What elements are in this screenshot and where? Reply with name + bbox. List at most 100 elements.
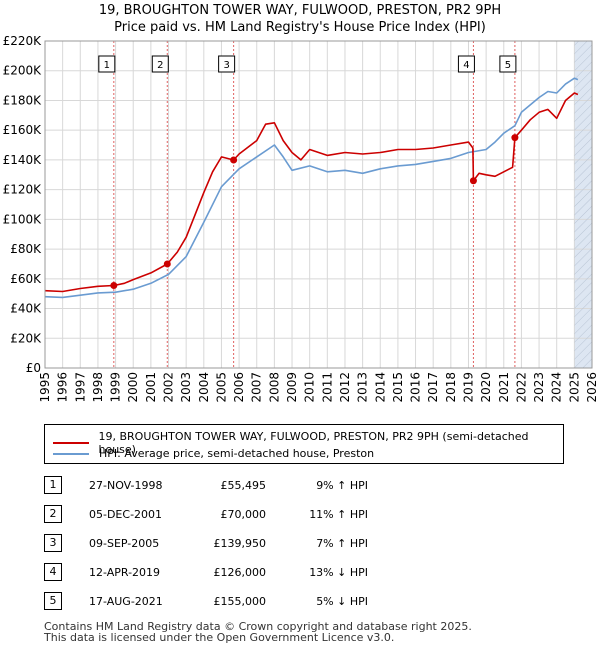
sale-date: 09-SEP-2005: [89, 537, 160, 550]
y-tick-label: £0: [26, 361, 41, 375]
sale-hpi-diff: 9% ↑ HPI: [316, 479, 368, 492]
sale-row: 3 09-SEP-2005 £139,950 7% ↑ HPI: [44, 534, 564, 554]
legend: 19, BROUGHTON TOWER WAY, FULWOOD, PRESTO…: [44, 424, 564, 464]
y-tick-label: £120K: [3, 183, 43, 197]
sale-hpi-diff: 11% ↑ HPI: [309, 508, 368, 521]
x-tick-label: 2011: [320, 372, 334, 403]
title-line-1: 19, BROUGHTON TOWER WAY, FULWOOD, PRESTO…: [98, 3, 502, 18]
title-line-2: Price paid vs. HM Land Registry's House …: [114, 20, 486, 35]
footer-line-1: Contains HM Land Registry data © Crown c…: [44, 620, 472, 633]
sale-number-badge: 2: [44, 505, 62, 523]
sale-price: £155,000: [213, 595, 267, 608]
x-tick-label: 2002: [162, 372, 176, 403]
legend-item-hpi: HPI: Average price, semi-detached house,…: [53, 447, 374, 460]
x-tick-label: 2005: [214, 372, 228, 403]
y-tick-label: £180K: [3, 93, 43, 107]
x-tick-label: 2020: [479, 372, 493, 403]
y-tick-label: £40K: [10, 302, 42, 316]
x-tick-label: 2023: [532, 372, 546, 403]
footer-line-2: This data is licensed under the Open Gov…: [44, 631, 395, 644]
x-tick-label: 2000: [126, 372, 140, 403]
x-tick-label: 2019: [461, 372, 475, 403]
sale-price: £55,495: [220, 479, 267, 492]
sale-number-badge: 1: [44, 476, 62, 494]
y-tick-label: £140K: [3, 153, 43, 167]
hpi-line: [44, 77, 579, 299]
x-tick-label: 2008: [267, 372, 281, 403]
sale-date: 12-APR-2019: [89, 566, 161, 579]
x-tick-label: 2012: [338, 372, 352, 403]
sale-marker-label: 1: [104, 60, 110, 71]
y-tick-label: £220K: [3, 34, 43, 48]
sale-price: £126,000: [213, 566, 267, 579]
chart-title: 19, BROUGHTON TOWER WAY, FULWOOD, PRESTO…: [0, 2, 600, 36]
sale-marker-box: [151, 55, 169, 73]
property-price-line: [44, 92, 579, 293]
sale-marker-label: 3: [223, 60, 229, 71]
sale-marker-box: [499, 55, 517, 73]
sale-point: [230, 156, 238, 164]
x-tick-label: 2004: [197, 372, 211, 403]
x-tick-label: 2017: [426, 372, 440, 403]
y-tick-label: £60K: [10, 272, 42, 286]
sale-hpi-diff: 5% ↓ HPI: [316, 595, 368, 608]
sale-marker-box: [457, 55, 475, 73]
x-tick-label: 2015: [391, 372, 405, 403]
footer: Contains HM Land Registry data © Crown c…: [44, 621, 472, 643]
x-tick-label: 2001: [144, 372, 158, 403]
sale-marker-box: [98, 55, 116, 73]
x-tick-label: 2013: [356, 372, 370, 403]
sale-marker-box: [218, 55, 236, 73]
y-tick-label: £200K: [3, 64, 43, 78]
x-tick-label: 2022: [514, 372, 528, 403]
x-tick-label: 2009: [285, 372, 299, 403]
x-tick-label: 1997: [73, 372, 87, 403]
sale-point: [163, 260, 171, 268]
x-tick-label: 2014: [373, 372, 387, 403]
y-tick-label: £160K: [3, 123, 43, 137]
x-tick-label: 2007: [250, 372, 264, 403]
x-tick-label: 2003: [179, 372, 193, 403]
x-tick-label: 2024: [550, 372, 564, 403]
sale-row: 2 05-DEC-2001 £70,000 11% ↑ HPI: [44, 505, 564, 525]
x-tick-label: 1996: [56, 372, 70, 403]
x-tick-label: 1999: [109, 372, 123, 403]
future-band-hatch: [574, 41, 592, 368]
sale-number-badge: 4: [44, 563, 62, 581]
legend-label-property: 19, BROUGHTON TOWER WAY, FULWOOD, PRESTO…: [98, 430, 529, 456]
x-tick-label: 1995: [38, 372, 52, 403]
sale-date: 27-NOV-1998: [89, 479, 163, 492]
sale-marker-label: 2: [157, 60, 163, 71]
x-tick-label: 1998: [91, 372, 105, 403]
plot-border: [44, 40, 593, 369]
x-tick-label: 2021: [497, 372, 511, 403]
sale-point: [110, 282, 118, 290]
y-tick-label: £80K: [10, 242, 42, 256]
sale-price: £70,000: [220, 508, 267, 521]
legend-label-hpi: HPI: Average price, semi-detached house,…: [99, 447, 375, 460]
x-tick-label: 2018: [444, 372, 458, 403]
sale-point: [469, 177, 477, 185]
sale-row: 1 27-NOV-1998 £55,495 9% ↑ HPI: [44, 476, 564, 496]
sale-number-badge: 5: [44, 592, 62, 610]
legend-swatch-property: [53, 442, 89, 444]
sale-number-badge: 3: [44, 534, 62, 552]
sale-hpi-diff: 13% ↓ HPI: [309, 566, 368, 579]
y-tick-label: £20K: [10, 331, 42, 345]
x-tick-label: 2010: [303, 372, 317, 403]
sale-point: [511, 134, 519, 142]
legend-swatch-hpi: [53, 452, 89, 455]
sale-hpi-diff: 7% ↑ HPI: [316, 537, 368, 550]
sale-row: 4 12-APR-2019 £126,000 13% ↓ HPI: [44, 563, 564, 583]
x-tick-label: 2026: [585, 372, 599, 403]
y-tick-label: £100K: [3, 212, 43, 226]
sale-date: 17-AUG-2021: [89, 595, 163, 608]
x-tick-label: 2016: [409, 372, 423, 403]
sale-row: 5 17-AUG-2021 £155,000 5% ↓ HPI: [44, 592, 564, 612]
x-tick-label: 2006: [232, 372, 246, 403]
sale-marker-label: 5: [505, 60, 511, 71]
price-chart: 1 2 3 4 5 £0 £20K £40K £60K £80K £100K £120K £140K £1…: [3, 34, 599, 403]
sale-date: 05-DEC-2001: [89, 508, 163, 521]
sale-marker-label: 4: [463, 60, 469, 71]
legend-item-property: 19, BROUGHTON TOWER WAY, FULWOOD, PRESTO…: [53, 430, 563, 456]
